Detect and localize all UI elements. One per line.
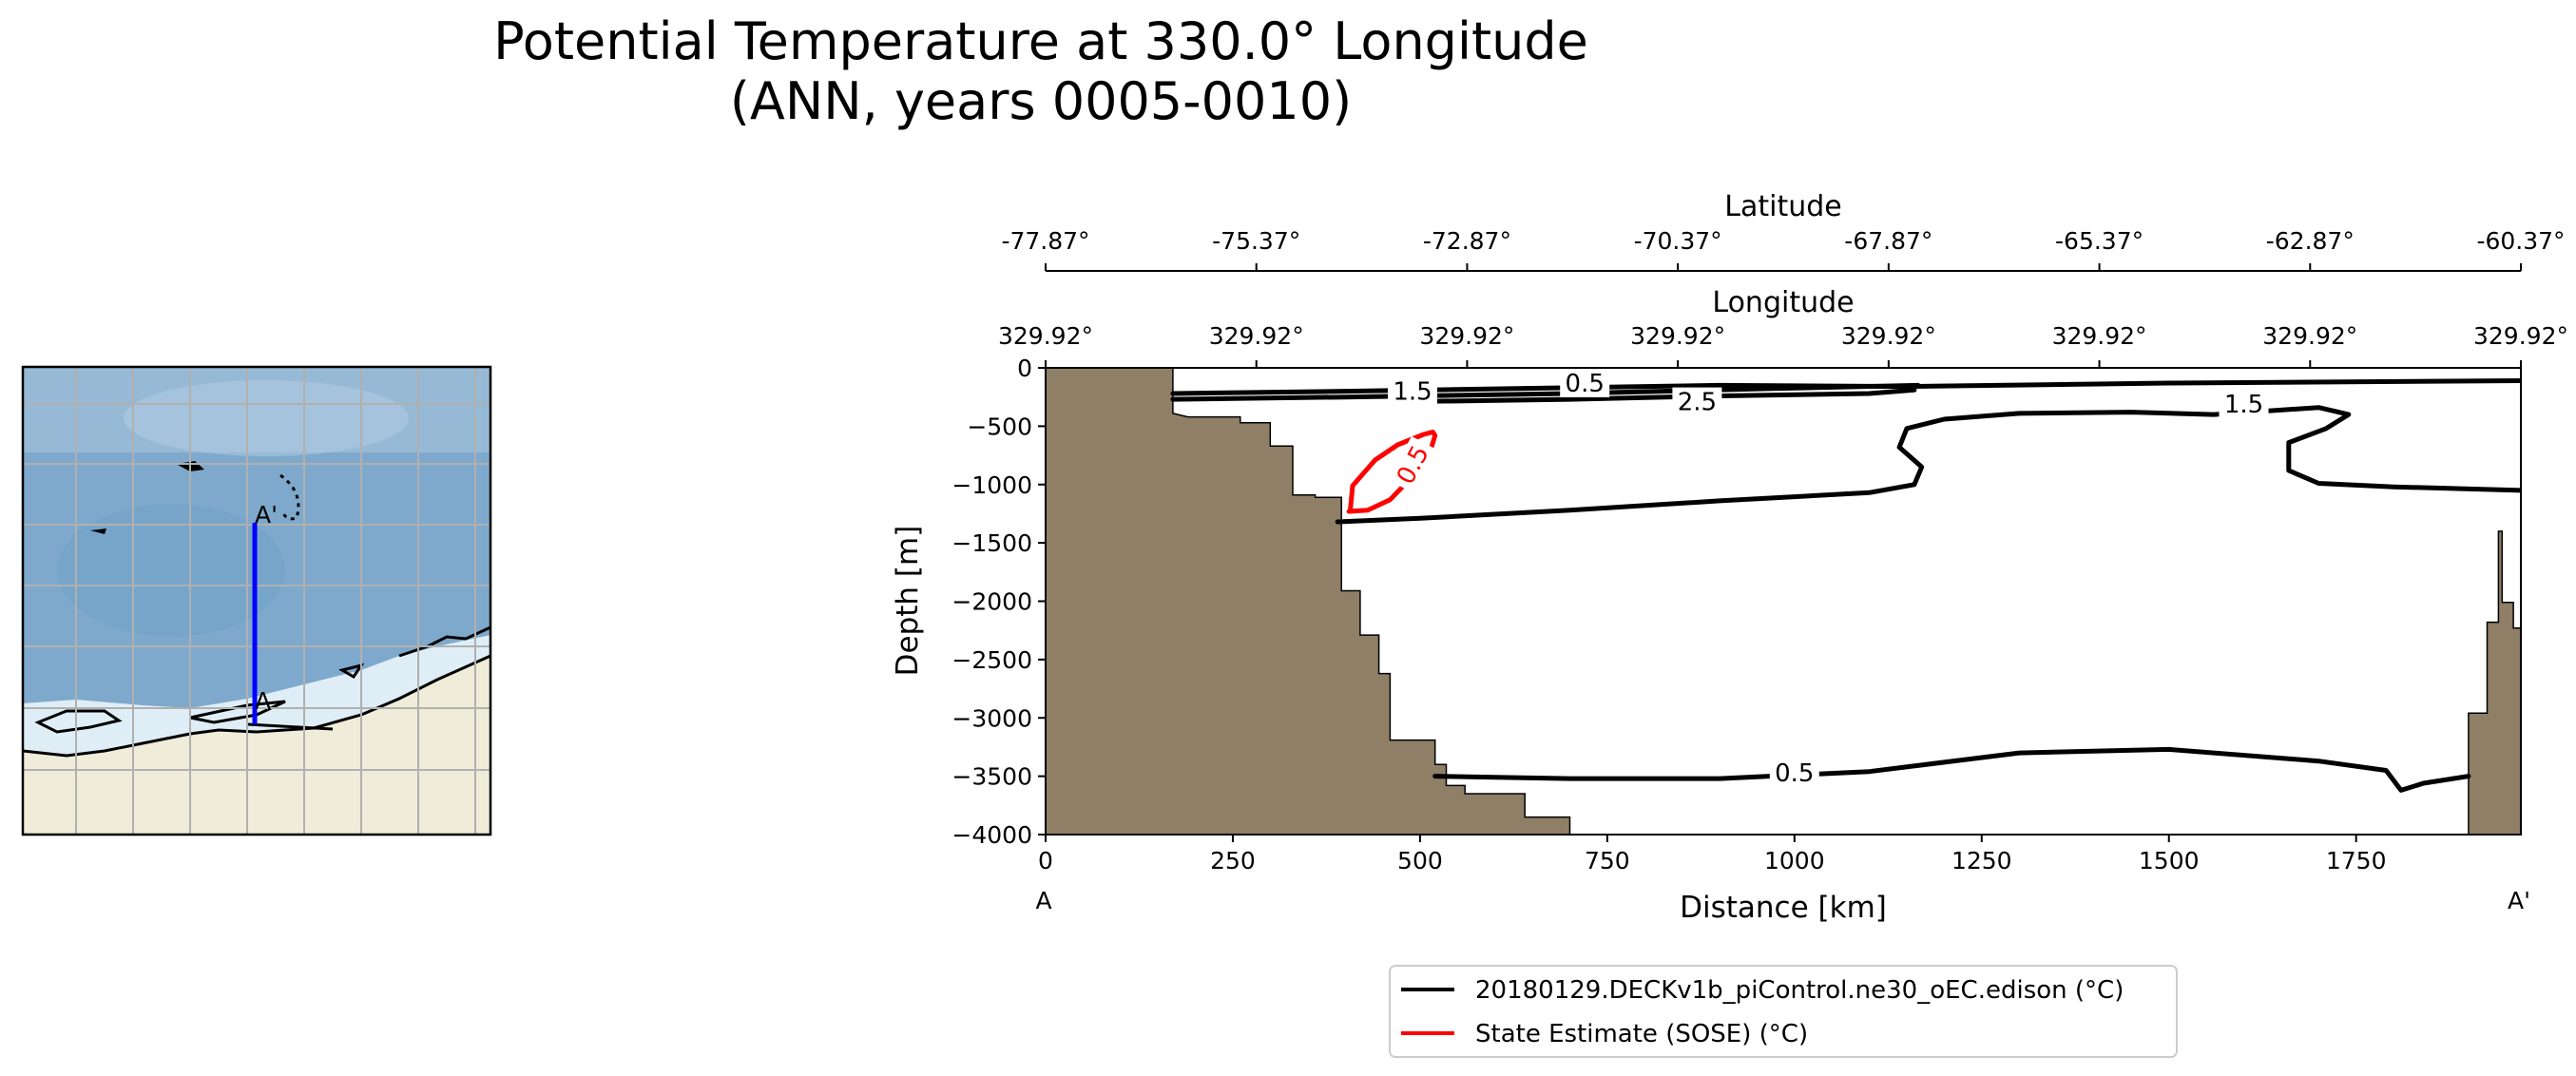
secondary-tick-label-1-5: 329.92° bbox=[2052, 322, 2147, 350]
legend-box bbox=[1389, 965, 2178, 1058]
x-tick-label-6: 1500 bbox=[2139, 847, 2200, 874]
legend: 20180129.DECKv1b_piControl.ne30_oEC.edis… bbox=[1389, 965, 2178, 1058]
contour-label-group-4: 0.5 bbox=[1769, 758, 1819, 788]
secondary-tick-label-0-5: -65.37° bbox=[2055, 227, 2143, 255]
secondary-tick-label-1-4: 329.92° bbox=[1841, 322, 1936, 350]
contour-label-1: 0.5 bbox=[1566, 370, 1605, 398]
contour-label-bg-0 bbox=[1388, 376, 1437, 406]
inset-map: A' A bbox=[21, 365, 492, 836]
bathymetry-west bbox=[1046, 368, 1571, 835]
x-axis-label: Distance [km] bbox=[1680, 891, 1887, 925]
contour-label-4: 0.5 bbox=[1775, 759, 1814, 788]
secondary-tick-label-1-2: 329.92° bbox=[1419, 322, 1514, 350]
contour-label-bg-5 bbox=[1388, 435, 1437, 493]
y-tick-label-7: −3500 bbox=[952, 763, 1032, 791]
contour-label-bg-1 bbox=[1560, 369, 1610, 397]
x-tick-label-1: 250 bbox=[1210, 847, 1256, 874]
figure-title-line1: Potential Temperature at 330.0° Longitud… bbox=[493, 11, 1588, 71]
y-tick-label-0: 0 bbox=[1017, 355, 1032, 382]
secondary-tick-label-1-0: 329.92° bbox=[998, 322, 1093, 350]
y-tick-label-8: −4000 bbox=[952, 821, 1032, 849]
x-tick-label-7: 1750 bbox=[2326, 847, 2387, 874]
secondary-tick-label-1-7: 329.92° bbox=[2473, 322, 2568, 350]
secondary-tick-label-0-6: -62.87° bbox=[2266, 227, 2355, 255]
contour-label-3: 1.5 bbox=[2224, 391, 2263, 419]
contour-label-2: 2.5 bbox=[1678, 389, 1717, 417]
y-tick-label-4: −2000 bbox=[952, 588, 1032, 616]
contour-line-series0-3 bbox=[1335, 405, 2521, 525]
x-tick-label-5: 1250 bbox=[1951, 847, 2012, 874]
y-tick-label-6: −3000 bbox=[952, 704, 1032, 732]
y-tick-label-5: −2500 bbox=[952, 646, 1032, 674]
secondary-axes: Latitude -77.87° -75.37° -72.87° -70.37° -67.… bbox=[998, 190, 2568, 368]
secondary-tick-label-1-3: 329.92° bbox=[1630, 322, 1725, 350]
secondary-tick-label-0-2: -72.87° bbox=[1423, 227, 1511, 255]
contour-label-bg-4 bbox=[1769, 758, 1819, 787]
secondary-tick-label-1-6: 329.92° bbox=[2262, 322, 2357, 350]
legend-label-obs: State Estimate (SOSE) (°C) bbox=[1475, 1020, 1808, 1048]
section-start-label: A bbox=[1035, 887, 1051, 914]
secondary-tick-label-0-3: -70.37° bbox=[1634, 227, 1722, 255]
contour-label-bg-3 bbox=[2219, 390, 2269, 419]
x-tick-label-0: 0 bbox=[1038, 847, 1053, 874]
x-tick-label-4: 1000 bbox=[1764, 847, 1825, 874]
secondary-tick-label-1-1: 329.92° bbox=[1209, 322, 1304, 350]
y-tick-label-2: −1000 bbox=[952, 471, 1032, 499]
bathymetry-layer bbox=[1046, 368, 2521, 835]
map-label-start: A bbox=[255, 687, 271, 715]
map-label-end: A' bbox=[255, 501, 278, 528]
contour-label-group-3: 1.5 bbox=[2219, 390, 2269, 419]
secondary-tick-label-0-0: -77.87° bbox=[1001, 227, 1089, 255]
section-plot: 1.5 0.52.5 1.50.50.5 0 250 500 750 1000 1250 150… bbox=[891, 190, 2568, 925]
contour-line-series1-0 bbox=[1346, 430, 1438, 514]
contour-label-group-0: 1.5 bbox=[1388, 376, 1437, 407]
y-axis: 0 −500 −1000 −1500 −2000 −2500 −3000 −3500 −4000 bbox=[952, 355, 1046, 849]
contour-line-series0-4 bbox=[1432, 746, 2471, 793]
contour-label-group-1: 0.5 bbox=[1560, 369, 1610, 398]
x-tick-label-3: 750 bbox=[1585, 847, 1630, 874]
legend-label-model: 20180129.DECKv1b_piControl.ne30_oEC.edis… bbox=[1475, 976, 2124, 1005]
bathymetry-east bbox=[2468, 530, 2521, 835]
secondary-tick-label-0-7: -60.37° bbox=[2476, 227, 2565, 255]
contour-label-group-2: 2.5 bbox=[1672, 387, 1722, 417]
y-axis-label: Depth [m] bbox=[891, 526, 925, 677]
y-tick-label-1: −500 bbox=[967, 413, 1032, 440]
y-tick-label-3: −1500 bbox=[952, 529, 1032, 557]
x-axis: 0 250 500 750 1000 1250 1500 1750 bbox=[1038, 835, 2386, 874]
contour-label-layer: 1.5 0.52.5 1.50.50.5 bbox=[1388, 369, 2269, 788]
secondary-tick-label-0-4: -67.87° bbox=[1844, 227, 1932, 255]
contour-label-0: 1.5 bbox=[1393, 378, 1432, 407]
secondary-tick-label-0-1: -75.37° bbox=[1212, 227, 1300, 255]
secondary-axis-label-1: Longitude bbox=[1712, 286, 1854, 319]
map-coastline bbox=[23, 654, 490, 758]
contour-label-bg-2 bbox=[1672, 387, 1722, 416]
secondary-axis-label-0: Latitude bbox=[1724, 190, 1841, 223]
section-end-label: A' bbox=[2508, 887, 2530, 914]
map-land bbox=[23, 656, 490, 835]
x-tick-label-2: 500 bbox=[1397, 847, 1443, 874]
contour-line-series0-0 bbox=[1170, 378, 2521, 396]
figure-title-line2: (ANN, years 0005-0010) bbox=[730, 71, 1352, 131]
map-frame bbox=[21, 365, 492, 836]
